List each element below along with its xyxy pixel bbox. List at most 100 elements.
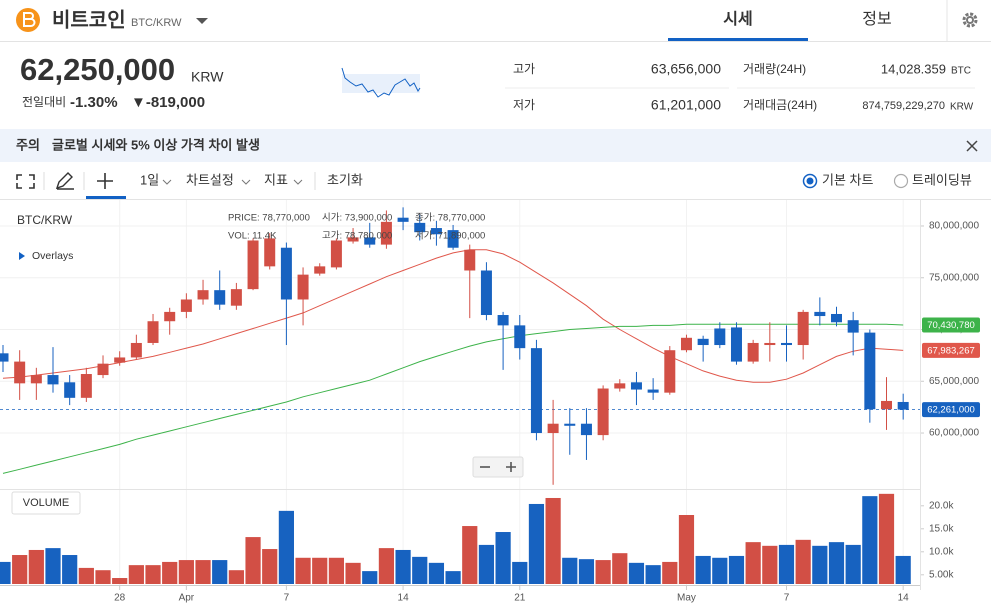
volume-bar <box>612 553 628 584</box>
coin-ticker: BTC/KRW <box>131 17 182 29</box>
crosshair-button[interactable] <box>97 173 113 189</box>
volume-tick-label: 5.00k <box>929 569 954 580</box>
stat-label: 고가 <box>513 62 535 76</box>
zoom-in[interactable] <box>506 462 516 472</box>
candle-body <box>114 357 126 363</box>
settings-icon[interactable] <box>962 12 978 28</box>
radio-selected[interactable] <box>802 173 818 189</box>
volume-tick-label: 15.0k <box>929 523 954 534</box>
x-tick-label: 28 <box>114 593 126 604</box>
candle-body <box>464 249 476 271</box>
x-tick-label: 7 <box>284 593 290 604</box>
volume-bar <box>762 545 778 584</box>
candle-body <box>597 388 609 436</box>
x-tick-label: Apr <box>179 593 195 604</box>
volume-bar <box>628 562 645 584</box>
candle-body <box>480 270 492 316</box>
candle-body <box>447 230 459 248</box>
volume-bar <box>495 532 511 584</box>
overlay-toggle[interactable]: Overlays <box>32 250 73 262</box>
volume-tick-label: 20.0k <box>929 500 954 511</box>
candle-body <box>680 337 692 351</box>
sparkline-area <box>342 74 420 93</box>
mode-basic[interactable]: 기본 차트 <box>822 172 873 187</box>
stat-value: 63,656,000 <box>651 61 721 77</box>
volume-bar <box>262 549 278 584</box>
candle-body <box>747 342 759 362</box>
price-tag-label: 70,430,780 <box>927 320 975 331</box>
volume-bar <box>878 493 895 584</box>
price-tag <box>922 317 980 333</box>
volume-bar <box>745 542 761 584</box>
candle-body <box>897 401 909 410</box>
notice-close[interactable] <box>966 140 978 152</box>
tab-info[interactable]: 정보 <box>862 10 891 28</box>
candle-body <box>414 222 426 233</box>
y-tick-label: 80,000,000 <box>929 221 979 232</box>
moving-average-line <box>2 249 904 383</box>
chart-settings-button[interactable]: 차트설정 <box>186 172 234 187</box>
overlay-arrow[interactable] <box>19 252 25 260</box>
candle-body <box>580 423 592 436</box>
dropdown-arrow[interactable] <box>196 18 208 24</box>
volume-bar <box>712 557 728 584</box>
candle-body <box>714 328 726 346</box>
price-tag-label: 67,983,267 <box>927 345 975 356</box>
moving-average-line <box>2 323 904 474</box>
volume-bar <box>778 544 795 584</box>
reset-button[interactable]: 초기화 <box>327 172 363 187</box>
tab-market[interactable]: 시세 <box>723 10 752 28</box>
dropdown-arrow <box>293 179 303 185</box>
candle-body <box>430 228 442 235</box>
stat-unit: KRW <box>950 102 974 113</box>
mode-tradingview[interactable]: 트레이딩뷰 <box>912 172 972 187</box>
volume-bar <box>395 549 411 584</box>
radio[interactable] <box>893 173 909 189</box>
candle-body <box>130 342 142 358</box>
indicator-button[interactable]: 지표 <box>264 172 288 187</box>
tooltip: PRICE: 78,770,000 <box>228 213 310 224</box>
volume-bar <box>728 555 745 584</box>
candle-body <box>881 400 893 410</box>
volume-bar <box>428 562 445 584</box>
candle-body <box>514 325 526 349</box>
volume-bar <box>812 545 828 584</box>
notice-bar <box>0 129 991 162</box>
price-tag-label: 62,261,000 <box>927 405 975 416</box>
dropdown-arrow <box>241 179 251 185</box>
draw-button[interactable] <box>55 172 74 190</box>
volume-bar <box>78 567 94 584</box>
candle-body <box>864 332 876 410</box>
candle-body <box>814 311 826 317</box>
y-tick-label: 60,000,000 <box>929 428 979 439</box>
candle-body <box>647 389 659 393</box>
candle-body <box>730 327 742 362</box>
tooltip: 종가: 78,770,000 <box>415 213 485 224</box>
candle-body <box>380 221 392 245</box>
volume-bar <box>128 565 144 584</box>
volume-bar <box>512 561 528 584</box>
candle-body <box>14 361 26 384</box>
change-amount: ▼-819,000 <box>131 94 205 111</box>
tab-underline <box>668 38 808 41</box>
volume-bar <box>12 555 28 584</box>
candle-body <box>47 375 59 385</box>
fullscreen-button[interactable] <box>16 174 35 189</box>
chart: 60,000,00065,000,00070,000,00075,000,000… <box>0 200 980 604</box>
volume-bar <box>845 544 861 584</box>
change-rate: -1.30% <box>70 94 118 111</box>
interval-button[interactable]: 1일 <box>140 172 159 187</box>
candle-body <box>330 240 342 268</box>
current-price: 62,250,000 <box>20 52 175 87</box>
volume-bar <box>528 503 545 584</box>
candle-body <box>697 338 709 346</box>
volume-bar <box>62 555 78 584</box>
tooltip: 시가: 73,900,000 <box>322 213 392 224</box>
volume-bar <box>0 561 11 584</box>
volume-bar <box>245 537 261 584</box>
volume-bar <box>562 557 578 584</box>
volume-bar <box>295 557 311 584</box>
